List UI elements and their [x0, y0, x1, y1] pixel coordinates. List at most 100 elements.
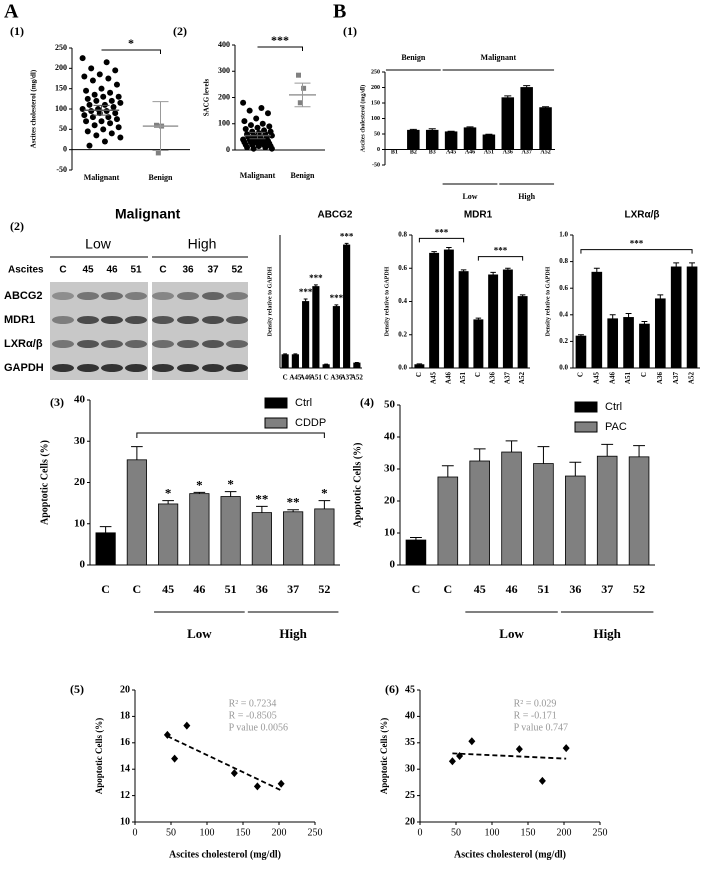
- error-bar: [447, 130, 455, 132]
- x-tick-label: C: [412, 582, 421, 596]
- y-tick-label: 20: [384, 495, 396, 507]
- error-bar: [428, 128, 436, 131]
- y-tick-label: 30: [405, 763, 415, 774]
- significance-label: *: [227, 477, 234, 492]
- bracket: [136, 432, 325, 438]
- data-point: [183, 721, 191, 730]
- bar: [639, 323, 650, 369]
- y-tick-label: -50: [56, 165, 67, 174]
- data-point: [155, 150, 161, 156]
- data-point: [297, 100, 303, 106]
- group-label: High: [518, 192, 535, 201]
- error-bar: [633, 445, 645, 457]
- significance-label: *: [196, 477, 203, 492]
- significance-label: ***: [299, 287, 313, 297]
- blot-band: [125, 316, 147, 324]
- error-bar: [625, 312, 632, 318]
- data-point: [266, 123, 273, 130]
- blot-band: [226, 316, 248, 324]
- data-point: [108, 130, 115, 137]
- group-label: Low: [187, 626, 212, 641]
- data-point: [171, 754, 179, 763]
- bar: [407, 129, 420, 150]
- group-label: High: [188, 236, 217, 252]
- y-tick-label: 0.6: [559, 284, 568, 292]
- y-tick-label: 300: [218, 66, 230, 75]
- error-bar: [293, 353, 298, 355]
- data-point: [91, 91, 98, 98]
- bar: [220, 496, 241, 566]
- lane-label: 36: [182, 265, 194, 276]
- x-tick-label: 200: [557, 827, 572, 838]
- error-bar: [519, 294, 526, 297]
- data-point: [84, 95, 91, 102]
- bar: [158, 503, 179, 566]
- x-tick-label: 250: [308, 827, 323, 838]
- y-axis-label: Density relative to GAPDH: [267, 266, 273, 336]
- x-tick-label: A37: [341, 374, 354, 382]
- error-bar: [485, 133, 493, 135]
- bar: [670, 266, 682, 369]
- bar: [517, 296, 528, 369]
- bar: [281, 354, 289, 369]
- x-tick-label: 100: [200, 827, 215, 838]
- legend-swatch: [264, 417, 288, 429]
- x-tick-label: C: [283, 374, 288, 382]
- lane-label: 51: [130, 265, 142, 276]
- x-tick-label: A51: [459, 372, 467, 385]
- data-point: [86, 142, 93, 149]
- error-bar: [224, 491, 237, 497]
- panel-label: (3): [50, 395, 64, 409]
- bar: [312, 286, 320, 369]
- data-point: [84, 128, 91, 135]
- y-axis-label: Apoptotic Cells (%): [352, 443, 363, 528]
- legend-swatch: [574, 421, 598, 433]
- blot-band: [177, 292, 199, 300]
- y-tick-label: 0.6: [398, 264, 407, 272]
- error-bar: [416, 363, 423, 365]
- data-point: [98, 118, 105, 125]
- x-tick-label: 51: [225, 582, 237, 596]
- bar: [291, 354, 299, 369]
- data-point: [242, 126, 249, 132]
- data-point: [246, 107, 253, 114]
- y-tick-label: 0: [390, 559, 396, 571]
- error-bar: [152, 101, 169, 151]
- error-bar: [193, 491, 206, 494]
- significance-label: ***: [630, 239, 644, 249]
- y-tick-label: 35: [405, 737, 415, 748]
- y-tick-label: 250: [371, 69, 380, 75]
- bar: [539, 107, 552, 150]
- error-bar: [409, 128, 417, 131]
- error-bar: [287, 509, 299, 512]
- bar: [332, 306, 340, 369]
- x-tick-label: B1: [391, 149, 398, 155]
- data-point: [105, 114, 112, 121]
- bar: [628, 456, 650, 566]
- x-tick-label: A51: [310, 374, 323, 382]
- x-tick-label: A36: [330, 374, 343, 382]
- error-bar: [460, 269, 467, 272]
- group-label: High: [279, 626, 307, 641]
- data-point: [93, 97, 100, 104]
- x-tick-label: C: [101, 582, 110, 596]
- data-point: [83, 87, 90, 94]
- error-bar: [577, 334, 584, 337]
- y-tick-label: 50: [374, 131, 380, 137]
- x-tick-label: A45: [592, 372, 600, 385]
- x-tick-label: A52: [518, 372, 526, 385]
- error-bar: [593, 267, 600, 273]
- x-tick-label: 36: [256, 582, 268, 596]
- blot-band: [52, 364, 74, 372]
- y-tick-label: 0.2: [398, 330, 407, 338]
- data-point: [113, 81, 120, 88]
- data-point: [79, 55, 86, 62]
- x-tick-label: 52: [318, 582, 330, 596]
- data-point: [105, 75, 112, 82]
- data-point: [448, 757, 456, 766]
- x-tick-label: 46: [193, 582, 205, 596]
- y-axis-label: Density relative to GAPDH: [384, 266, 390, 336]
- significance-label: ***: [330, 293, 344, 303]
- data-point: [258, 105, 265, 111]
